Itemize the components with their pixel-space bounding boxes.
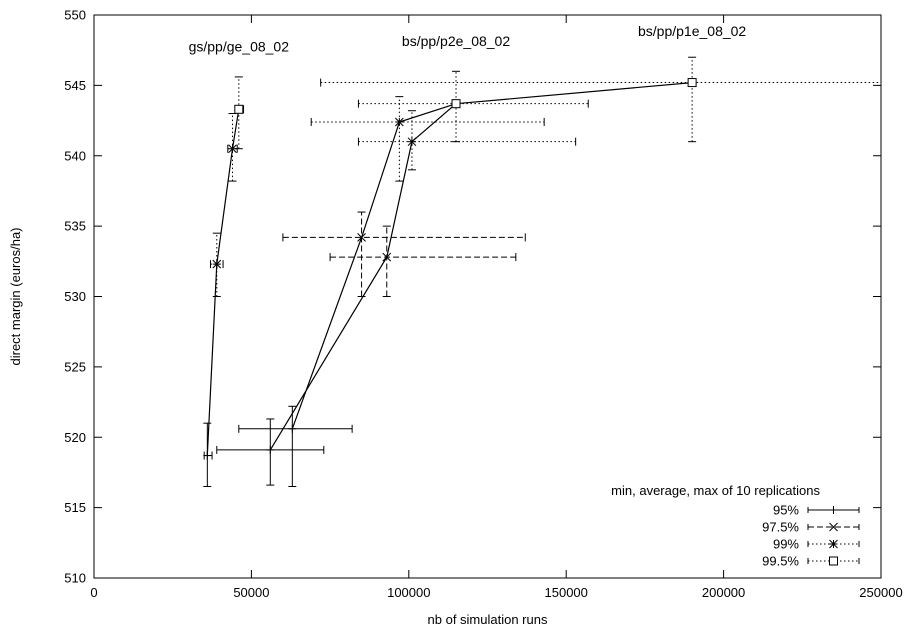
- x-tick-label: 0: [90, 585, 97, 600]
- data-point: [407, 137, 417, 147]
- y-tick-label: 550: [64, 8, 86, 23]
- y-tick-label: 510: [64, 571, 86, 586]
- series-lines: [206, 82, 693, 456]
- legend-marker: [829, 539, 838, 549]
- legend-title: min, average, max of 10 replications: [611, 483, 820, 498]
- y-tick-label: 515: [64, 500, 86, 515]
- data-point: [234, 104, 244, 114]
- x-tick-label: 250000: [859, 585, 902, 600]
- annotation-label: bs/pp/p2e_08_02: [402, 33, 510, 49]
- data-point: [687, 78, 697, 88]
- data-point: [357, 233, 366, 242]
- axis-ticks: 0 50000 100000 150000 200000 250000 510 515 520 5…: [64, 8, 902, 601]
- x-axis-label: nb of simulation runs: [428, 612, 548, 627]
- annotations: gs/pp/ge_08_02 bs/pp/p2e_08_02 bs/pp/p1e_0…: [189, 23, 747, 54]
- series-line: [206, 109, 240, 456]
- x-tick-label: 150000: [545, 585, 588, 600]
- error-bars: [203, 56, 882, 488]
- y-tick-label: 525: [64, 359, 86, 374]
- x-tick-label: 50000: [233, 585, 269, 600]
- y-tick-label: 520: [64, 430, 86, 445]
- y-tick-label: 535: [64, 219, 86, 234]
- y-axis-label: direct margin (euros/ha): [8, 228, 23, 366]
- data-point: [382, 252, 392, 262]
- data-markers: [203, 78, 697, 460]
- y-tick-label: 540: [64, 148, 86, 163]
- annotation-label: gs/pp/ge_08_02: [189, 39, 290, 55]
- x-tick-label: 200000: [702, 585, 745, 600]
- data-point: [228, 144, 237, 154]
- x-tick-label: 100000: [387, 585, 430, 600]
- legend: min, average, max of 10 replications 95%…: [611, 483, 860, 569]
- y-tick-label: 530: [64, 289, 86, 304]
- legend-label: 99%: [773, 537, 799, 552]
- legend-label: 97.5%: [762, 520, 799, 535]
- series-line: [269, 103, 457, 451]
- legend-label: 99.5%: [762, 554, 799, 569]
- data-point: [451, 99, 461, 109]
- data-point: [395, 117, 404, 127]
- legend-label: 95%: [773, 503, 799, 518]
- series-line: [291, 82, 693, 430]
- data-point: [212, 259, 222, 269]
- y-tick-label: 545: [64, 78, 86, 93]
- annotation-label: bs/pp/p1e_08_02: [638, 23, 746, 39]
- legend-marker: [829, 522, 838, 532]
- legend-marker: [829, 556, 838, 566]
